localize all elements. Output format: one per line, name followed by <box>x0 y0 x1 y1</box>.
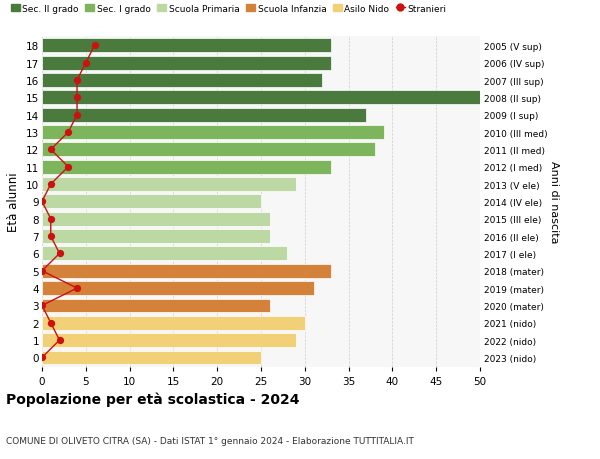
Bar <box>42 213 270 226</box>
Text: COMUNE DI OLIVETO CITRA (SA) - Dati ISTAT 1° gennaio 2024 - Elaborazione TUTTITA: COMUNE DI OLIVETO CITRA (SA) - Dati ISTA… <box>6 436 414 445</box>
Point <box>46 319 56 327</box>
Bar <box>42 143 375 157</box>
Bar <box>42 39 331 53</box>
Bar <box>42 91 480 105</box>
Point <box>55 250 64 257</box>
Point <box>55 337 64 344</box>
Point <box>46 233 56 240</box>
Point <box>72 95 82 102</box>
Point <box>46 216 56 223</box>
Y-axis label: Anni di nascita: Anni di nascita <box>549 161 559 243</box>
Point <box>64 164 73 171</box>
Bar <box>42 161 331 174</box>
Point <box>72 285 82 292</box>
Bar <box>42 299 270 313</box>
Bar <box>42 264 331 278</box>
Point <box>37 268 47 275</box>
Point <box>37 354 47 361</box>
Bar <box>42 195 261 209</box>
Bar <box>42 230 270 243</box>
Point <box>37 302 47 309</box>
Bar <box>42 126 383 140</box>
Point <box>46 181 56 188</box>
Bar <box>42 333 296 347</box>
Point <box>81 60 91 67</box>
Bar <box>42 247 287 261</box>
Point <box>72 112 82 119</box>
Text: Popolazione per età scolastica - 2024: Popolazione per età scolastica - 2024 <box>6 392 299 406</box>
Bar <box>42 56 331 71</box>
Point <box>37 198 47 206</box>
Bar <box>42 351 261 364</box>
Bar <box>42 74 322 88</box>
Bar <box>42 316 305 330</box>
Bar <box>42 178 296 191</box>
Point <box>72 77 82 84</box>
Point <box>46 146 56 154</box>
Bar <box>42 108 366 123</box>
Point <box>90 43 100 50</box>
Bar <box>42 281 314 296</box>
Y-axis label: Età alunni: Età alunni <box>7 172 20 232</box>
Legend: Sec. II grado, Sec. I grado, Scuola Primaria, Scuola Infanzia, Asilo Nido, Stran: Sec. II grado, Sec. I grado, Scuola Prim… <box>11 5 446 13</box>
Point <box>64 129 73 136</box>
